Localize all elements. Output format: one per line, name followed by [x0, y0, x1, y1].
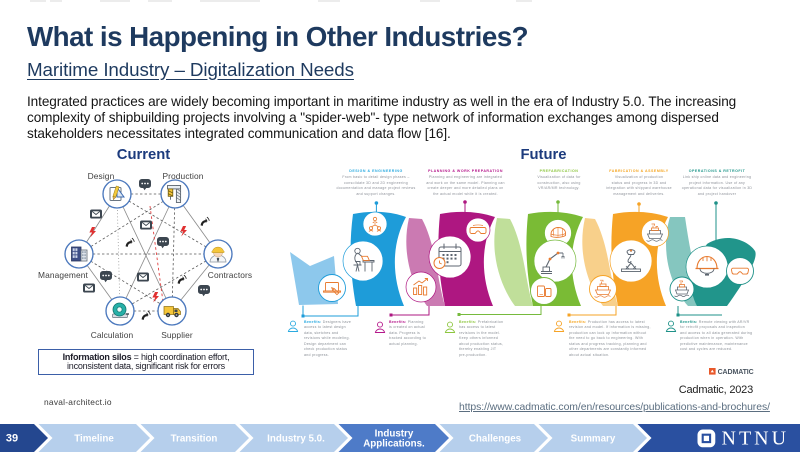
svg-text:NTNU: NTNU	[722, 428, 790, 450]
svg-text:Industry: Industry	[375, 429, 414, 440]
svg-text:Timeline: Timeline	[74, 434, 114, 445]
svg-text:Challenges: Challenges	[469, 434, 522, 445]
svg-text:Contractors: Contractors	[208, 270, 252, 280]
svg-text:CADMATIC: CADMATIC	[718, 369, 754, 376]
svg-text:Summary: Summary	[571, 434, 616, 445]
svg-text:Calculation: Calculation	[91, 330, 134, 340]
svg-text:Production: Production	[162, 171, 203, 181]
svg-text:Industry 5.0.: Industry 5.0.	[267, 434, 325, 445]
svg-text:Supplier: Supplier	[161, 330, 193, 340]
svg-text:Applications.: Applications.	[363, 439, 425, 450]
svg-text:Transition: Transition	[171, 434, 218, 445]
svg-text:39: 39	[6, 433, 18, 445]
svg-text:Management: Management	[38, 270, 88, 280]
svg-text:Design: Design	[88, 171, 115, 181]
